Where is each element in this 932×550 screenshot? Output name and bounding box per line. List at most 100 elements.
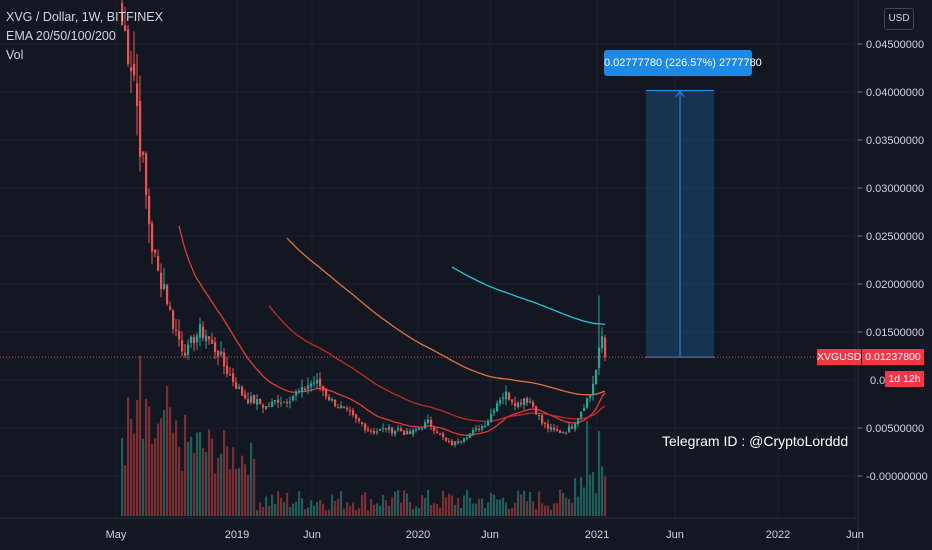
volume-bar: [598, 431, 601, 516]
candle-body: [355, 414, 358, 419]
candle-body: [175, 329, 178, 331]
candle-body: [250, 396, 253, 403]
candle-body: [328, 396, 331, 401]
candle-body: [139, 100, 142, 157]
volume-bar: [568, 499, 571, 516]
volume-bar: [439, 507, 442, 516]
volume-bar: [433, 503, 436, 516]
volume-bar: [337, 498, 340, 516]
candle-body: [409, 431, 412, 434]
candle-body: [295, 391, 298, 396]
time-tick-label: 2022: [766, 529, 790, 541]
candle-body: [241, 386, 244, 396]
telegram-annotation: Telegram ID : @CryptoLorddd: [662, 433, 849, 449]
volume-bar: [199, 431, 202, 516]
candle-body: [346, 407, 349, 410]
volume-bar: [232, 447, 235, 516]
candle-body: [571, 426, 574, 429]
volume-bar: [556, 503, 559, 516]
candle-body: [376, 431, 379, 433]
candle-body: [208, 336, 211, 340]
volume-bar: [442, 490, 445, 516]
candle-body: [274, 400, 277, 402]
ema-200-line: [451, 266, 606, 326]
volume-bar: [124, 465, 127, 516]
candle-body: [121, 2, 124, 26]
candle-body: [397, 428, 400, 431]
volume-bar: [493, 494, 496, 516]
volume-bar: [295, 501, 298, 516]
candle-body: [496, 403, 499, 412]
volume-bar: [163, 410, 166, 516]
volume-bar: [397, 490, 400, 516]
volume-bar: [436, 503, 439, 516]
candle-body: [580, 411, 583, 418]
candlesticks: [121, 0, 607, 448]
volume-bar: [454, 504, 457, 516]
volume-bar: [526, 501, 529, 516]
candle-body: [502, 397, 505, 399]
volume-bar: [502, 497, 505, 516]
volume-bar: [385, 500, 388, 516]
volume-bar: [469, 497, 472, 516]
currency-button[interactable]: USD: [884, 8, 914, 30]
candle-body: [244, 394, 247, 399]
candle-body: [394, 430, 397, 435]
volume-bar: [283, 502, 286, 516]
volume-bar: [193, 452, 196, 516]
volume-bar: [166, 386, 169, 516]
volume-bar: [211, 438, 214, 516]
volume-bar: [451, 495, 454, 516]
candle-body: [319, 378, 322, 387]
volume-indicator-label[interactable]: Vol: [6, 48, 24, 62]
time-tick-label: Jun: [481, 529, 499, 541]
price-tick-label: 0.00500000: [866, 423, 924, 435]
measure-tool[interactable]: [646, 90, 714, 358]
candle-body: [142, 151, 145, 155]
volume-bar: [238, 468, 241, 516]
volume-bar: [535, 509, 538, 516]
candle-body: [403, 430, 406, 435]
volume-bar: [484, 508, 487, 516]
volume-bar: [319, 499, 322, 516]
candle-body: [562, 432, 565, 434]
candle-body: [349, 410, 352, 412]
candle-body: [298, 391, 301, 393]
volume-bar: [265, 496, 268, 516]
candle-body: [187, 344, 190, 356]
candle-body: [457, 441, 460, 443]
candle-body: [511, 399, 514, 403]
volume-bar: [328, 509, 331, 516]
candle-body: [127, 29, 130, 64]
price-tick-label: 0.03000000: [866, 183, 924, 195]
volume-bar: [334, 500, 337, 516]
volume-bar: [403, 490, 406, 516]
candle-body: [535, 406, 538, 415]
candle-body: [253, 395, 256, 404]
volume-bar: [205, 452, 208, 516]
volume-bar: [481, 498, 484, 516]
volume-bar: [154, 438, 157, 516]
ema-lines: [178, 225, 606, 436]
volume-bar: [412, 509, 415, 516]
measure-label[interactable]: 0.02777780 (226.57%) 2777780: [604, 50, 762, 76]
symbol-title[interactable]: XVG / Dollar, 1W, BITFINEX: [6, 10, 163, 24]
candle-body: [289, 401, 292, 403]
candle-body: [154, 249, 157, 253]
volume-bar: [304, 509, 307, 516]
candle-body: [307, 385, 310, 389]
candle-body: [229, 374, 232, 376]
candle-body: [427, 419, 430, 423]
candle-body: [286, 402, 289, 404]
volume-bar: [376, 503, 379, 516]
volume-bar: [310, 500, 313, 516]
ema-indicator-label[interactable]: EMA 20/50/100/200: [6, 29, 116, 43]
volume-bar: [139, 356, 142, 516]
volume-bar: [373, 504, 376, 516]
candle-body: [514, 402, 517, 407]
volume-bar: [127, 397, 130, 516]
candle-body: [358, 418, 361, 422]
candle-body: [493, 410, 496, 413]
volume-bar: [562, 493, 565, 516]
